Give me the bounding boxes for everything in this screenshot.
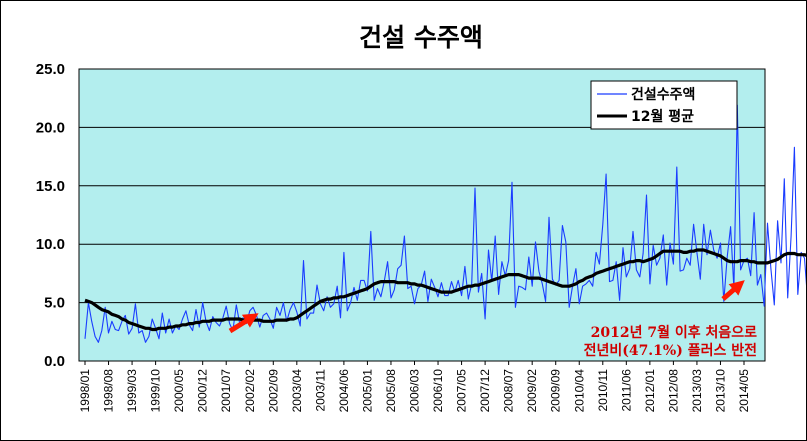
- x-tick-label: 2006/03: [408, 369, 422, 413]
- x-tick-label: 2002/09: [266, 369, 280, 413]
- x-tick-label: 2003/11: [313, 369, 327, 412]
- x-tick-label: 2013/10: [713, 369, 727, 413]
- annotation-arrows: [228, 280, 745, 334]
- legend-label-average: 12월 평균: [631, 108, 694, 125]
- x-tick-label: 2007/12: [478, 369, 492, 413]
- arrow-2014: [721, 280, 745, 301]
- legend-box: [590, 80, 738, 130]
- x-tick-label: 2005/08: [384, 369, 398, 413]
- y-tick-label: 20.0: [36, 119, 65, 136]
- x-tick-label: 2006/10: [431, 369, 445, 413]
- series-line-12m-average: [84, 248, 806, 332]
- x-tick-label: 2011/06: [619, 369, 633, 412]
- x-tick-label: 2007/05: [455, 369, 469, 413]
- x-tick-label: 1999/03: [125, 369, 139, 413]
- x-tick-label: 2001/07: [219, 369, 233, 413]
- x-tick-label: 2013/03: [690, 369, 704, 413]
- legend: 건설수주액 12월 평균: [590, 80, 738, 130]
- x-tick-label: 2008/07: [502, 369, 516, 413]
- x-tick-label: 1999/10: [149, 369, 163, 413]
- x-tick-label: 2002/02: [243, 369, 257, 413]
- x-tick-label: 2010/11: [596, 369, 610, 412]
- x-tick-label: 2000/12: [196, 369, 210, 413]
- x-tick-label: 2010/04: [572, 369, 586, 413]
- legend-label-monthly: 건설수주액: [631, 86, 695, 103]
- gridlines: [79, 126, 765, 304]
- y-axis-ticks: 0.0 5.0 10.0 15.0 20.0 25.0: [36, 61, 65, 370]
- x-tick-label: 2004/06: [337, 369, 351, 413]
- x-tick-label: 2005/01: [360, 369, 374, 413]
- x-tick-label: 2003/04: [290, 369, 304, 413]
- chart-title: 건설 수주액: [359, 23, 483, 52]
- x-tick-label: 1998/08: [102, 369, 116, 413]
- y-tick-label: 25.0: [36, 61, 65, 78]
- y-tick-label: 10.0: [36, 236, 65, 253]
- x-axis-ticks: 1998/01 1998/08 1999/03 1999/10 2000/05 2000/…: [78, 361, 751, 412]
- x-tick-label: 2012/01: [643, 369, 657, 413]
- x-tick-label: 2014/05: [737, 369, 751, 413]
- y-tick-label: 15.0: [36, 178, 65, 195]
- annotation-line-1: 2012년 7월 이후 처음으로: [591, 324, 757, 341]
- x-tick-label: 2009/09: [549, 369, 563, 413]
- x-tick-label: 2009/02: [525, 369, 539, 413]
- y-tick-label: 0.0: [44, 353, 65, 370]
- x-tick-label: 2012/08: [666, 369, 680, 413]
- y-tick-label: 5.0: [44, 295, 65, 312]
- annotation-line-2: 전년비(47.1%) 플러스 반전: [584, 342, 757, 359]
- arrow-2002: [228, 313, 259, 334]
- x-tick-label: 1998/01: [78, 369, 92, 413]
- x-tick-label: 2000/05: [172, 369, 186, 413]
